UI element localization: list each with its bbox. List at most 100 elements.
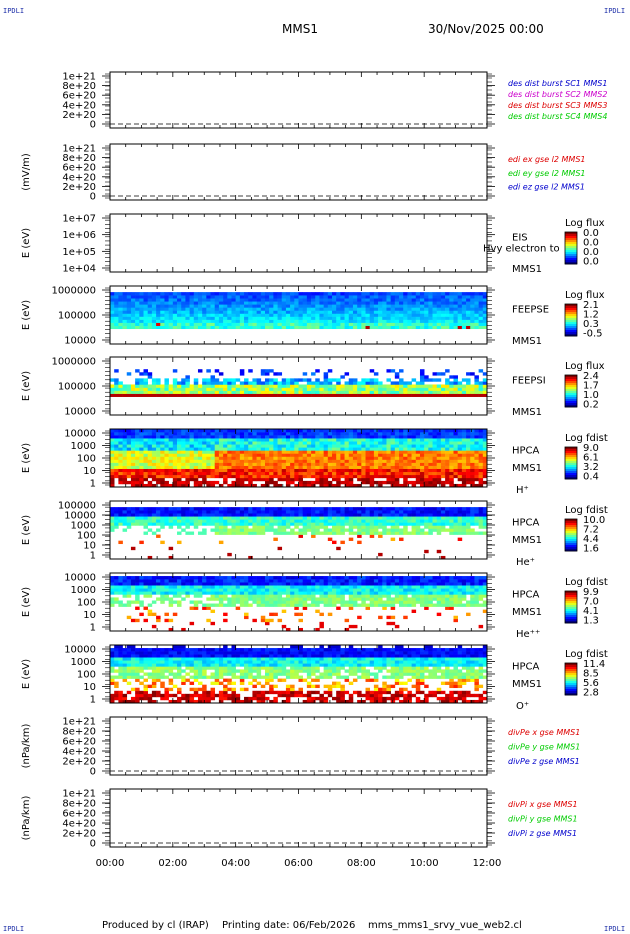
spectrogram-cell [172,429,178,433]
spectrogram-cell [193,322,199,326]
spectrogram-cell [244,456,249,460]
spectrogram-cell [298,378,303,382]
spectrogram-cell [193,435,199,439]
spectrogram-cell [147,474,153,479]
spectrogram-cell [399,465,404,469]
spectrogram-cell [302,528,308,532]
spectrogram-cell [378,471,383,476]
spectrogram-cell [369,462,375,466]
spectrogram-cell [264,301,270,305]
spectrogram-cell [361,480,366,485]
spectrogram-cell [394,429,400,433]
spectrogram-cell [311,381,316,385]
spectrogram-cell [231,507,236,511]
spectrogram-cell [311,325,316,330]
spectrogram-cell [344,381,350,385]
spectrogram-cell [361,390,366,394]
spectrogram-cell [419,393,425,397]
spectrogram-cell [114,597,119,601]
spectrogram-cell [461,316,467,320]
spectrogram-cell [256,429,262,433]
spectrogram-cell [252,304,257,308]
spectrogram-cell [256,435,262,439]
spectrogram-cell [114,447,119,451]
spectrogram-cell [130,304,136,308]
spectrogram-cell [118,582,123,586]
spectrogram-cell [453,471,458,476]
spectrogram-cell [239,301,245,305]
spectrogram-cell [352,319,358,323]
spectrogram-cell [436,528,442,532]
spectrogram-cell [202,295,207,299]
spectrogram-cell [239,459,245,463]
spectrogram-cell [369,295,375,299]
spectrogram-cell [202,390,207,394]
spectrogram-cell [424,435,429,439]
spectrogram-cell [260,441,266,445]
spectrogram-cell [181,471,186,476]
spectrogram-cell [264,477,270,482]
spectrogram-cell [122,384,128,388]
spectrogram-cell [227,468,232,473]
spectrogram-cell [357,519,362,523]
spectrogram-cell [248,555,253,560]
spectrogram-cell [365,477,371,482]
spectrogram-cell [319,304,324,308]
spectrogram-cell [378,435,383,439]
spectrogram-cell [122,588,128,592]
spectrogram-cell [428,310,433,314]
spectrogram-cell [390,381,396,385]
spectrogram-cell [424,441,429,445]
spectrogram-cell [156,325,161,330]
spectrogram-cell [252,465,257,469]
spectrogram-cell [432,390,438,394]
spectrogram-cell [227,459,232,463]
spectrogram-cell [369,322,375,326]
spectrogram-cell [332,295,337,299]
spectrogram-cell [461,459,467,463]
spectrogram-cell [466,390,471,394]
spectrogram-cell [290,304,295,308]
spectrogram-cell [315,316,320,320]
spectrogram-cell [428,387,433,391]
spectrogram-cell [378,453,383,457]
y-axis-label: E (eV) [21,371,32,401]
spectrogram-cell [126,507,132,511]
spectrogram-cell [227,462,232,466]
spectrogram-cell [244,507,249,511]
colorbar-segment [565,314,577,317]
spectrogram-cell [181,483,186,488]
spectrogram-cell [256,393,262,397]
spectrogram-cell [302,450,308,454]
spectrogram-cell [357,325,362,330]
spectrogram-cell [156,301,161,305]
spectrogram-cell [206,390,211,394]
spectrogram-cell [110,522,115,526]
spectrogram-cell [428,474,433,479]
spectrogram-cell [302,438,308,442]
spectrogram-cell [223,384,228,388]
spectrogram-cell [453,319,458,323]
spectrogram-cell [252,447,257,451]
spectrogram-cell [466,313,471,317]
spectrogram-cell [340,513,345,517]
spectrogram-cell [323,295,329,299]
spectrogram-cell [348,438,354,442]
colorbar-tick-label: 1.2 [583,310,599,321]
spectrogram-cell [269,295,274,299]
spectrogram-cell [210,316,216,320]
spectrogram-cell [168,441,174,445]
spectrogram-cell [352,447,358,451]
spectrogram-cell [344,468,350,473]
spectrogram-cell [277,319,283,323]
spectrogram-cell [130,447,136,451]
spectrogram-cell [424,507,429,511]
spectrogram-cell [260,519,266,523]
spectrogram-cell [419,510,425,514]
spectrogram-cell [403,292,408,296]
spectrogram-cell [151,576,157,580]
spectrogram-cell [168,618,174,623]
spectrogram-cell [357,295,362,299]
spectrogram-cell [168,474,174,479]
spectrogram-cell [160,441,165,445]
